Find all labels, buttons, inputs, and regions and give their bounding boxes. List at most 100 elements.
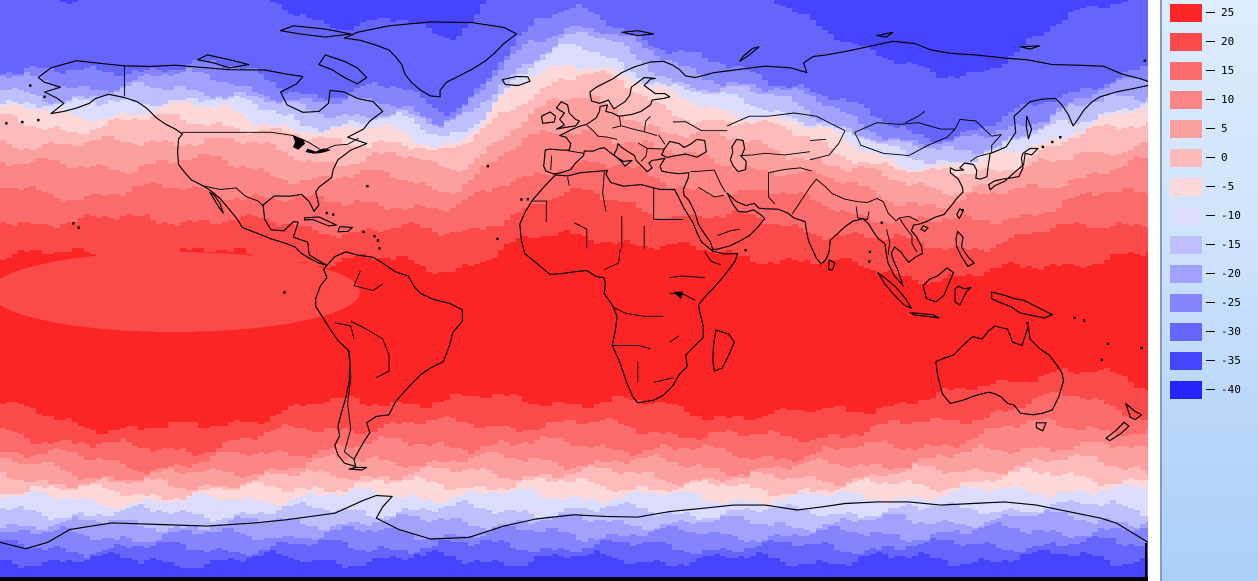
legend-tick	[1206, 41, 1215, 42]
coast-medEurope	[543, 143, 690, 191]
legend-tick	[1206, 70, 1215, 71]
coast-ireland	[540, 111, 557, 124]
legend-swatch	[1170, 149, 1202, 167]
coast-australia	[935, 325, 1065, 416]
legend-tick	[1206, 302, 1215, 303]
legend-tick	[1206, 99, 1215, 100]
coast-newSiberian	[1019, 45, 1041, 50]
legend-swatch	[1170, 265, 1202, 283]
world-temperature-map	[0, 0, 1154, 581]
legend-swatch	[1170, 236, 1202, 254]
legend-swatch	[1170, 91, 1202, 109]
coast-nzNorth	[1125, 402, 1143, 421]
legend-tick	[1206, 215, 1215, 216]
legend-label: -20	[1221, 267, 1241, 280]
legend-entry: -15	[1170, 236, 1258, 254]
legend-swatch	[1170, 120, 1202, 138]
coast-newGuinea	[991, 291, 1053, 319]
legend-label: 15	[1221, 64, 1235, 77]
legend-label: -25	[1221, 296, 1241, 309]
legend-label: -10	[1221, 209, 1241, 222]
legend-label: 10	[1221, 93, 1235, 106]
coast-atlanticEurope	[544, 40, 1149, 151]
legend-swatch	[1170, 352, 1202, 370]
coast-greenland	[343, 21, 518, 98]
small-islands	[5, 59, 1146, 362]
legend-entry: -25	[1170, 294, 1258, 312]
legend-tick	[1206, 389, 1215, 390]
coast-africa	[519, 169, 739, 404]
legend-swatch	[1170, 207, 1202, 225]
coast-japan	[988, 147, 1039, 191]
legend-label: 5	[1221, 122, 1228, 135]
legend-entry: 0	[1170, 149, 1258, 167]
legend-entry: -10	[1170, 207, 1258, 225]
legend-entry: 25	[1170, 4, 1258, 22]
coast-iceland	[501, 75, 531, 87]
coast-northAmerica	[37, 60, 384, 266]
coast-caspian	[729, 138, 747, 173]
coast-baffin	[318, 54, 368, 85]
coastlines	[0, 21, 1149, 550]
legend-tick	[1206, 273, 1215, 274]
coast-severnaya	[876, 31, 894, 38]
coast-madagascar	[712, 329, 735, 372]
coast-tasmania	[1035, 422, 1047, 432]
legend-entry: 20	[1170, 33, 1258, 51]
legend-swatch	[1170, 323, 1202, 341]
legend-entry: 15	[1170, 62, 1258, 80]
legend-swatch	[1170, 294, 1202, 312]
coast-blackSea	[661, 138, 707, 159]
legend-entry: -40	[1170, 381, 1258, 399]
coast-sriLanka	[827, 259, 836, 271]
coast-nzSouth	[1105, 421, 1130, 442]
coast-hainan	[920, 225, 929, 232]
coast-antarctica	[0, 494, 1149, 550]
coast-sakhalin	[1025, 115, 1033, 140]
coast-philippines	[955, 230, 975, 267]
coast-southAmerica	[315, 251, 463, 467]
legend-entry: 10	[1170, 91, 1258, 109]
legend-tick	[1206, 360, 1215, 361]
coast-southAsia	[682, 84, 1149, 287]
legend-entry: -5	[1170, 178, 1258, 196]
map-frame	[0, 543, 1148, 581]
legend-label: -15	[1221, 238, 1241, 251]
legend-swatch	[1170, 4, 1202, 22]
legend-label: 25	[1221, 6, 1235, 19]
legend-label: -30	[1221, 325, 1241, 338]
legend-label: 0	[1221, 151, 1228, 164]
legend-entry: -35	[1170, 352, 1258, 370]
coast-svalbard	[621, 30, 655, 37]
legend-tick	[1206, 157, 1215, 158]
legend-tick	[1206, 186, 1215, 187]
coast-hispaniola	[337, 226, 353, 233]
temperature-bands	[0, 0, 1154, 581]
coast-victoriaIs	[197, 54, 250, 69]
coast-cuba	[303, 216, 337, 227]
coast-ellesmere	[280, 25, 352, 38]
color-legend: 25 20 15 10 5 0 -5 -10 -15 -20 -25 -30 -35 -40	[1160, 0, 1258, 581]
legend-label: 20	[1221, 35, 1235, 48]
legend-tick	[1206, 244, 1215, 245]
legend-label: -5	[1221, 180, 1235, 193]
coast-baja	[208, 191, 224, 214]
coast-java	[909, 311, 940, 319]
coast-sulawesi	[954, 285, 972, 306]
coast-borneo	[922, 267, 955, 303]
country-borders	[123, 65, 1002, 460]
legend-label: -35	[1221, 354, 1241, 367]
coast-tierraDelFuego	[348, 466, 368, 471]
coast-novayaZemlya	[739, 46, 760, 62]
legend-swatch	[1170, 178, 1202, 196]
legend-entry: 5	[1170, 120, 1258, 138]
legend-entry: -20	[1170, 265, 1258, 283]
legend-tick	[1206, 12, 1215, 13]
legend-swatch	[1170, 62, 1202, 80]
legend-swatch	[1170, 33, 1202, 51]
legend-entry: -30	[1170, 323, 1258, 341]
legend-tick	[1206, 128, 1215, 129]
coast-uk	[555, 101, 580, 130]
legend-tick	[1206, 331, 1215, 332]
